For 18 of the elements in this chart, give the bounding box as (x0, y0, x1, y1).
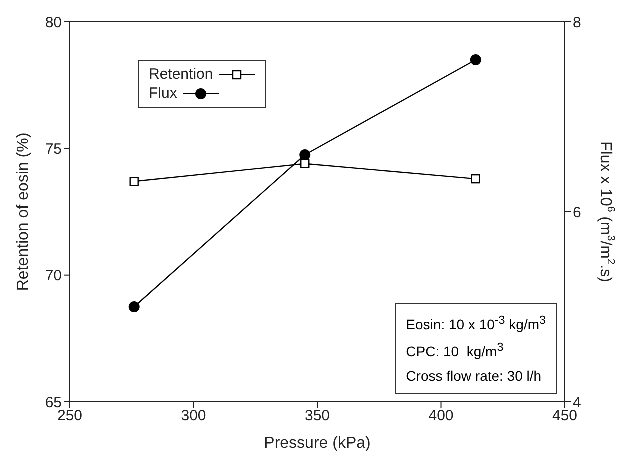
y-tick-label: 70 (45, 268, 62, 285)
x-tick-label: 300 (181, 408, 206, 425)
point (471, 174, 480, 184)
annotation: CPC: 10 kg/m$^{3}$ (406, 340, 505, 362)
y2-tick-label: 8 (573, 14, 582, 32)
x-tick-label: 400 (428, 408, 454, 425)
annotation: Cross flow rate: 30 l/h (406, 367, 543, 386)
point (130, 177, 139, 186)
y2-tick-label: 6 (573, 204, 582, 222)
x-axis-title: Pressure (kPa) (264, 435, 371, 452)
legend-label: Retention (149, 65, 214, 84)
legend-label: Flux (149, 84, 178, 103)
annotation: Eosin: 10 x 10$^{-3}$ kg/m$^{3}$ (406, 312, 546, 334)
y-axis-title: Retention of eosin (%) (15, 132, 32, 292)
x-tick-label: 350 (304, 408, 330, 425)
y-tick-label: 80 (45, 14, 62, 32)
point (300, 159, 310, 168)
y-tick-label: 75 (45, 140, 62, 158)
